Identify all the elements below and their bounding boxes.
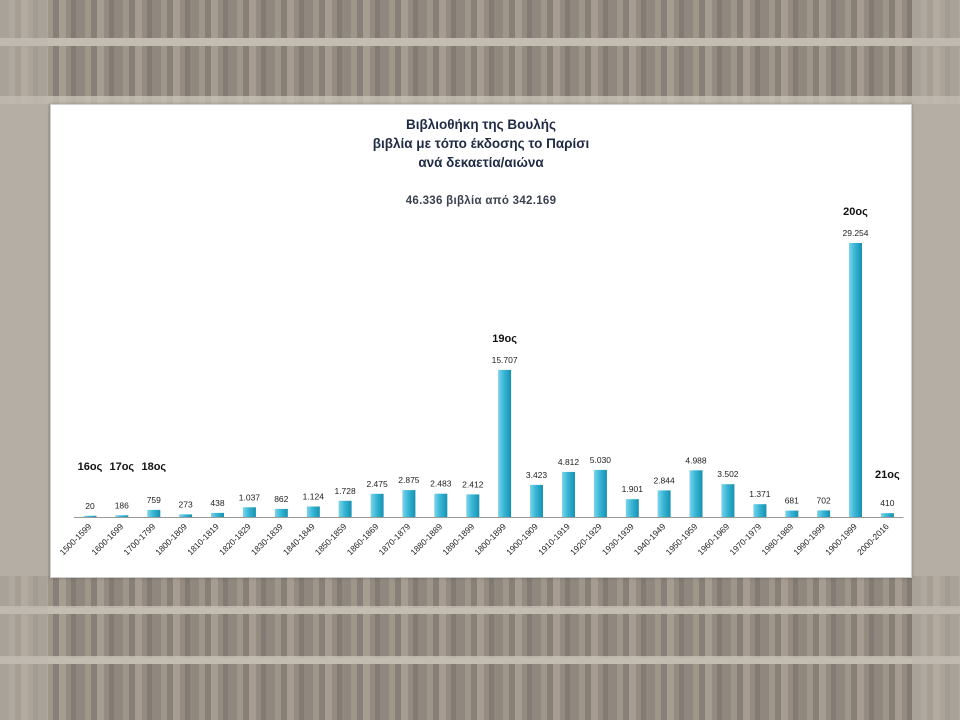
title-line-2: βιβλία με τόπο έκδοσης το Παρίσι [372, 136, 590, 151]
tick-label: 1950-1959 [664, 521, 700, 557]
bar-1950-1959 [689, 470, 703, 517]
value-label: 3.423 [526, 470, 548, 480]
value-labels-group: 20 186 759 273 438 1.037 862 1.124 1.728 2.475 2.8… [85, 228, 894, 511]
tick-label: 1600-1699 [89, 521, 125, 557]
bar-1910-1919 [562, 471, 575, 517]
value-label: 759 [147, 495, 161, 505]
tick-label: 2000-2016 [855, 521, 891, 557]
bar-1810-1819 [211, 512, 224, 517]
tick-label: 1700-1799 [121, 521, 157, 557]
value-label: 862 [274, 494, 288, 504]
value-label: 2.412 [462, 479, 484, 489]
bar-1800-1809 [179, 514, 193, 517]
value-label: 2.483 [430, 479, 452, 489]
bar-1800-1899 [498, 369, 512, 517]
tick-label: 1820-1829 [217, 521, 253, 557]
tick-label: 1990-1999 [791, 521, 827, 557]
tick-label: 1920-1929 [568, 521, 604, 557]
tick-label: 1930-1939 [600, 521, 636, 557]
tick-label: 1800-1899 [472, 521, 508, 557]
bar-1820-1829 [242, 507, 256, 517]
century-annotation: 18ος [141, 461, 166, 473]
century-annotations-group: 16ος 17ος 18ος 19ος 20ος 21ος [78, 206, 900, 481]
value-label: 1.124 [303, 492, 325, 502]
chart-panel: Βιβλιοθήκη της Βουλής βιβλία με τόπο έκδ… [50, 104, 912, 578]
tick-label: 1880-1889 [408, 521, 444, 557]
value-label: 15.707 [492, 355, 518, 365]
tick-labels-group: 1500-15991600-16991700-17991800-18091810… [58, 521, 891, 557]
bar-1830-1839 [274, 508, 288, 517]
chart-subtitle: 46.336 βιβλία από 342.169 [405, 195, 557, 207]
bar-1890-1899 [466, 494, 480, 517]
tick-label: 1980-1989 [759, 521, 795, 557]
bar-1500-1599 [83, 515, 97, 517]
value-label: 1.901 [622, 484, 644, 494]
century-annotation: 16ος [78, 461, 103, 473]
tick-label: 1870-1879 [376, 521, 412, 557]
value-label: 1.371 [749, 489, 771, 499]
bar-1850-1859 [338, 500, 352, 517]
value-label: 5.030 [590, 455, 612, 465]
bar-1970-1979 [753, 504, 767, 517]
century-annotation: 20ος [843, 206, 868, 218]
tick-label: 1860-1869 [345, 521, 381, 557]
tick-label: 1830-1839 [249, 521, 285, 557]
value-label: 2.844 [653, 475, 675, 485]
tick-label: 1900-1999 [823, 521, 859, 557]
value-label: 4.988 [685, 455, 707, 465]
value-label: 4.812 [558, 457, 580, 467]
title-line-3: ανά δεκαετία/αιώνα [418, 155, 544, 170]
tick-label: 1850-1859 [313, 521, 349, 557]
value-label: 681 [785, 496, 799, 506]
value-label: 2.475 [366, 479, 388, 489]
bar-1860-1869 [370, 493, 384, 517]
value-label: 2.875 [398, 475, 420, 485]
tick-label: 1910-1919 [536, 521, 572, 557]
bar-1900-1999 [849, 243, 862, 517]
chart-title: Βιβλιοθήκη της Βουλής βιβλία με τόπο έκδ… [51, 115, 911, 172]
bar-1920-1929 [593, 469, 607, 517]
tick-label: 1940-1949 [632, 521, 668, 557]
value-label: 273 [179, 499, 193, 509]
tick-label: 1900-1909 [504, 521, 540, 557]
bar-1990-1999 [817, 510, 831, 517]
bar-1880-1889 [434, 493, 448, 517]
bars-group [83, 243, 894, 517]
bar-1600-1699 [115, 515, 129, 517]
value-label: 186 [115, 500, 129, 510]
value-label: 1.037 [239, 492, 261, 502]
value-label: 438 [210, 498, 224, 508]
value-label: 702 [817, 495, 831, 505]
bar-1840-1849 [306, 506, 320, 517]
century-annotation: 19ος [492, 333, 517, 345]
tick-label: 1800-1809 [153, 521, 189, 557]
bar-1900-1909 [530, 484, 543, 517]
bar-1700-1799 [147, 509, 161, 517]
value-label: 20 [85, 501, 95, 511]
bar-chart: 20 186 759 273 438 1.037 862 1.124 1.728 2.475 2.8… [58, 206, 904, 557]
tick-label: 1960-1969 [695, 521, 731, 557]
bar-1960-1969 [721, 484, 735, 517]
century-annotation: 17ος [109, 461, 134, 473]
value-label: 410 [880, 498, 894, 508]
value-label: 1.728 [334, 486, 356, 496]
title-line-1: Βιβλιοθήκη της Βουλής [406, 117, 556, 132]
tick-label: 1840-1849 [281, 521, 317, 557]
tick-label: 1890-1899 [440, 521, 476, 557]
tick-label: 1970-1979 [727, 521, 763, 557]
bar-1980-1989 [785, 510, 799, 517]
tick-label: 1810-1819 [185, 521, 221, 557]
value-label: 29.254 [843, 228, 869, 238]
bar-1940-1949 [657, 490, 671, 517]
bar-1930-1939 [625, 499, 639, 517]
value-label: 3.502 [717, 469, 739, 479]
century-annotation: 21ος [875, 469, 900, 481]
tick-label: 1500-1599 [58, 521, 94, 557]
bar-1870-1879 [402, 490, 416, 517]
bar-2000-2016 [880, 513, 894, 517]
